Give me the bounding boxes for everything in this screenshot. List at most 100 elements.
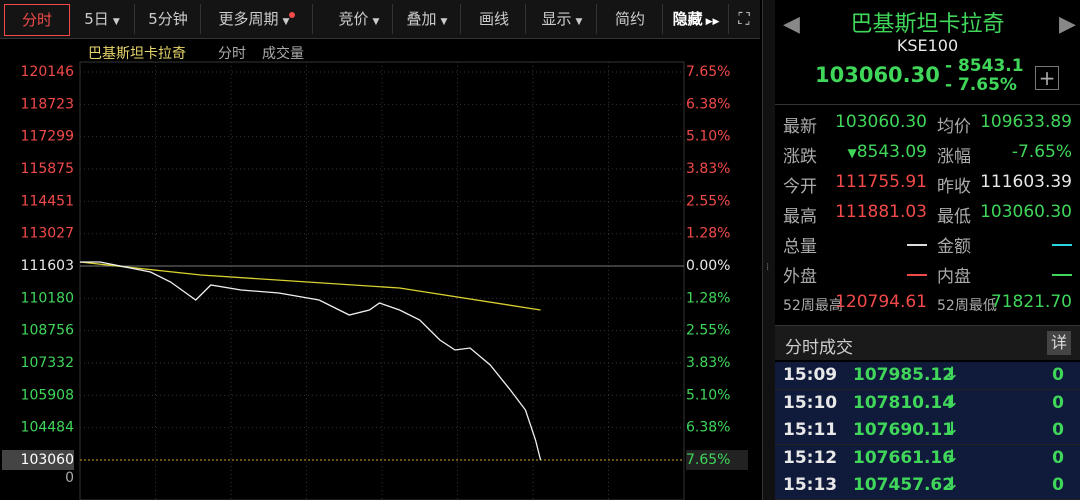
toolbar-button[interactable]: 分时 — [4, 4, 70, 36]
trades-title: 分时成交 — [785, 338, 853, 358]
down-arrow: ↓ — [945, 391, 960, 412]
toolbar-button[interactable]: 5日 ▼ — [70, 4, 135, 34]
stat-label: 涨幅 — [937, 147, 971, 167]
down-arrow: ↓ — [945, 446, 960, 467]
pct-label: 6.38% — [686, 420, 730, 436]
stat-label: 外盘 — [783, 267, 817, 287]
detail-button[interactable]: 详 — [1047, 331, 1071, 355]
y-tick-label: 105908 — [21, 387, 74, 403]
down-icon: ▼ — [847, 146, 857, 160]
price-line — [80, 261, 542, 461]
stat-label: 最低 — [937, 207, 971, 227]
y-tick-label: 118723 — [21, 96, 74, 112]
y-tick-label: 104484 — [21, 420, 75, 436]
stat-value: 120794.61 — [835, 292, 927, 312]
stat-value-text: 109633.89 — [980, 112, 1072, 132]
volume-label: 0 — [65, 470, 74, 486]
down-arrow: ↓ — [945, 364, 960, 384]
quote-code: KSE100 — [896, 36, 959, 55]
trade-time: 15:09 — [783, 365, 838, 385]
next-arrow[interactable]: ▶ — [1059, 12, 1076, 37]
y-tick-label: 108756 — [21, 323, 75, 339]
y-tick-label: 107332 — [21, 355, 74, 371]
quote-change: - 8543.1 — [945, 56, 1024, 76]
trade-row: 15:13 107457.62 ↓ 0 — [775, 472, 1080, 500]
pct-label: 7.65% — [686, 452, 730, 468]
quote-pct: - 7.65% — [945, 75, 1017, 95]
pct-label: 2.55% — [686, 193, 730, 209]
badge — [289, 12, 296, 18]
toolbar-label: 叠加 — [406, 10, 437, 28]
toolbar-button[interactable]: 简约 — [598, 4, 663, 34]
stats: 最新 103060.30 均价 109633.89 涨跌 ▼8543.09 涨幅 -7.65%… — [775, 108, 1080, 320]
toolbar-button[interactable]: 叠加 ▼ — [394, 4, 461, 34]
trade-time: 15:11 — [783, 420, 838, 441]
y-tick-label: 115875 — [21, 161, 74, 177]
caret: ▼ — [440, 17, 448, 27]
y-tick-label: 110180 — [21, 290, 74, 306]
pct-label: 6.38% — [686, 96, 730, 112]
fullscreen-button[interactable]: ⛶ — [738, 9, 750, 28]
stat-label: 52周最低 — [937, 298, 997, 314]
stat-dash — [907, 244, 927, 246]
pct-label: 1.28% — [686, 290, 730, 306]
trade-time: 15:12 — [783, 447, 838, 468]
price-tag — [2, 450, 74, 470]
toolbar-label: 简约 — [614, 10, 645, 28]
legend-mode: 分时 — [218, 46, 246, 62]
stat-value: 103060.30 — [980, 202, 1072, 222]
trade-volume: 0 — [1052, 365, 1064, 385]
caret: ▶▶ — [705, 17, 720, 27]
toolbar-label: 竞价 — [338, 10, 369, 28]
stat-value-text: 111755.91 — [835, 172, 927, 192]
quote-name: 巴基斯坦卡拉奇 — [850, 12, 1005, 37]
stat-label: 总量 — [783, 237, 817, 257]
y-tick-label: 120146 — [21, 64, 75, 80]
stat-label: 均价 — [937, 117, 971, 137]
pct-tag — [686, 450, 748, 470]
toolbar-button[interactable]: 竞价 ▼ — [326, 4, 393, 34]
stat-value-text: 111881.03 — [835, 202, 927, 222]
pct-label: 0.00% — [686, 258, 730, 274]
caret: ▼ — [372, 17, 380, 27]
trade-price: 107690.11 — [853, 420, 955, 441]
trade-row: 15:11 107690.11 ↓ 0 — [775, 417, 1080, 446]
add-button[interactable]: + — [1035, 66, 1059, 90]
pct-label: 7.65% — [686, 64, 730, 80]
stat-value: 111603.39 — [980, 172, 1072, 192]
toolbar-label: 隐藏 — [672, 10, 703, 28]
prev-arrow[interactable]: ◀ — [783, 12, 800, 37]
y-tick-label: 103060 — [21, 452, 74, 468]
trades-header: 分时成交 详 — [775, 325, 1080, 360]
pct-label: 5.10% — [686, 387, 730, 403]
toolbar-button[interactable]: 画线 — [463, 4, 526, 34]
stat-label: 内盘 — [937, 267, 971, 287]
trade-volume: 0 — [1052, 420, 1064, 441]
trade-volume: 0 — [1052, 392, 1064, 413]
stat-value: 111881.03 — [835, 202, 927, 222]
stat-label: 今开 — [783, 177, 817, 197]
avg-line — [79, 261, 541, 311]
trade-price: 107457.62 — [853, 475, 955, 496]
toolbar-button[interactable]: 5分钟 — [136, 4, 201, 34]
stat-value: 103060.30 — [835, 112, 927, 132]
caret: ▼ — [112, 17, 120, 27]
y-tick-label: 117299 — [21, 129, 74, 145]
toolbar-label: 分时 — [21, 11, 52, 29]
trade-time: 15:13 — [783, 475, 838, 496]
y-tick-label: 111603 — [21, 258, 74, 274]
toolbar-button[interactable]: 更多周期 ▼ — [202, 4, 313, 34]
trade-price: 107810.14 — [853, 392, 955, 413]
stat-value-text: 103060.30 — [835, 112, 927, 132]
stat-value: -7.65% — [1012, 142, 1072, 162]
pct-label: 3.83% — [686, 355, 730, 371]
quote-price: 103060.30 — [815, 63, 940, 87]
stat-dash — [907, 274, 927, 276]
trade-row: 15:09 107985.12 ↓ 0 — [775, 362, 1080, 390]
toolbar-button[interactable]: 显示 ▼ — [528, 4, 597, 34]
splitter[interactable]: ⁞ — [762, 0, 776, 500]
caret: ▼ — [575, 17, 583, 27]
stat-value: ▼8543.09 — [847, 142, 927, 162]
toolbar-button[interactable]: 隐藏 ▶▶ — [664, 4, 729, 34]
toolbar-label: 更多周期 — [218, 10, 279, 28]
